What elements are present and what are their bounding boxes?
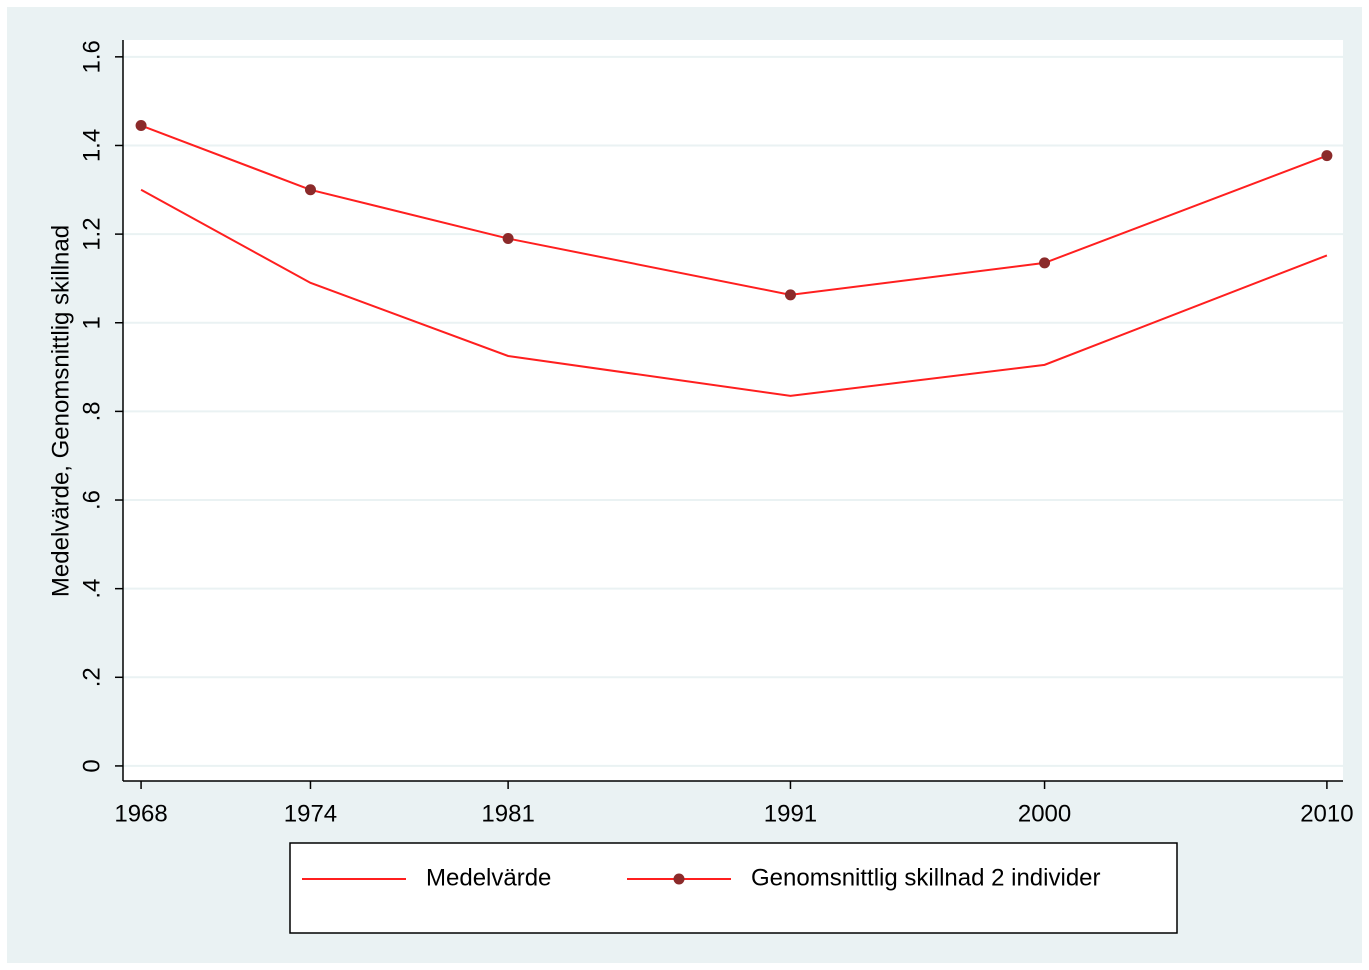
legend-label: Medelvärde (426, 864, 551, 891)
legend-label: Genomsnittlig skillnad 2 individer (751, 864, 1101, 891)
x-tick-label: 2010 (1300, 800, 1353, 827)
marker (1321, 150, 1333, 162)
x-tick-label: 1968 (114, 800, 167, 827)
y-axis-title: Medelvärde, Genomsnittlig skillnad (47, 225, 74, 597)
legend-marker (673, 873, 685, 885)
y-tick-label: 1.4 (78, 129, 105, 162)
marker (784, 289, 796, 301)
y-tick-label: .4 (78, 579, 105, 599)
y-tick-label: .8 (78, 401, 105, 421)
x-tick-label: 1974 (284, 800, 337, 827)
y-tick-label: .2 (78, 667, 105, 687)
x-tick-label: 2000 (1018, 800, 1071, 827)
y-tick-label: 0 (78, 759, 105, 772)
y-tick-label: .6 (78, 490, 105, 510)
x-tick-label: 1981 (481, 800, 534, 827)
y-tick-label: 1.2 (78, 217, 105, 250)
marker (502, 233, 514, 245)
marker (1039, 257, 1051, 269)
series-line (140, 188, 1328, 397)
y-tick-label: 1.6 (78, 40, 105, 73)
y-tick-label: 1 (78, 316, 105, 329)
series-line (140, 124, 1328, 296)
x-tick-label: 1991 (764, 800, 817, 827)
legend-box (289, 842, 1178, 934)
marker (304, 184, 316, 196)
marker (135, 120, 147, 132)
